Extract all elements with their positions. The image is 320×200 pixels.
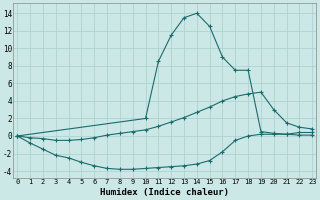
X-axis label: Humidex (Indice chaleur): Humidex (Indice chaleur): [100, 188, 229, 197]
